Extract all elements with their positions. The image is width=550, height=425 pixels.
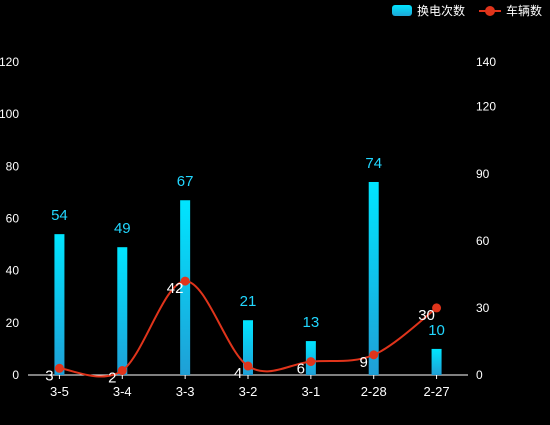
line-value-label: 2 — [108, 370, 116, 387]
x-tick-label: 2-28 — [361, 384, 387, 399]
legend: 换电次数 车辆数 — [391, 2, 542, 19]
y-right-tick-label: 140 — [476, 55, 496, 69]
y-left-tick-label: 60 — [6, 212, 20, 226]
line-value-label: 3 — [45, 367, 53, 384]
legend-item-bar-series[interactable]: 换电次数 — [391, 2, 465, 19]
line-point — [306, 357, 316, 367]
y-right-tick-label: 0 — [476, 368, 483, 382]
y-left-tick-label: 80 — [6, 159, 20, 173]
line-point — [432, 303, 442, 313]
line-point — [369, 350, 379, 360]
x-tick-label: 3-3 — [176, 384, 195, 399]
line-point — [117, 366, 127, 376]
legend-line-label: 车辆数 — [505, 4, 542, 18]
x-tick-label: 3-2 — [239, 384, 258, 399]
bar — [368, 181, 379, 375]
legend-item-line-series[interactable]: 车辆数 — [478, 2, 542, 19]
bar — [117, 247, 128, 375]
y-left-tick-label: 120 — [0, 55, 19, 69]
line-value-label: 42 — [167, 280, 184, 297]
bar-value-label: 67 — [177, 173, 194, 190]
y-right-tick-label: 30 — [476, 301, 490, 315]
bar — [180, 200, 191, 375]
y-left-tick-label: 100 — [0, 107, 19, 121]
legend-line-swatch — [478, 5, 501, 16]
bar-value-label: 49 — [114, 220, 131, 237]
legend-bar-swatch — [391, 5, 412, 16]
bar-value-label: 21 — [240, 293, 257, 310]
bar-value-label: 54 — [51, 207, 68, 224]
line-value-label: 4 — [234, 365, 242, 382]
bar — [243, 320, 253, 375]
bar — [54, 234, 65, 375]
x-tick-label: 3-1 — [301, 384, 320, 399]
y-right-tick-label: 90 — [476, 167, 490, 181]
y-left-tick-label: 20 — [6, 316, 20, 330]
bar-value-label: 74 — [365, 155, 382, 172]
line-point — [54, 363, 64, 373]
bar — [431, 348, 442, 375]
line-value-label: 6 — [297, 361, 305, 378]
line-value-label: 9 — [360, 354, 368, 371]
legend-bar-label: 换电次数 — [416, 4, 465, 18]
y-left-tick-label: 40 — [6, 264, 20, 278]
x-tick-label: 2-27 — [424, 384, 450, 399]
line-value-label: 30 — [418, 307, 435, 324]
y-left-tick-label: 0 — [12, 368, 19, 382]
line-point — [243, 361, 253, 371]
bar-value-label: 10 — [428, 322, 445, 339]
x-tick-label: 3-5 — [50, 384, 69, 399]
y-right-tick-label: 60 — [476, 234, 490, 248]
line-point — [180, 276, 190, 286]
bar-value-label: 13 — [303, 314, 320, 331]
y-right-tick-label: 120 — [476, 100, 496, 114]
x-tick-label: 3-4 — [113, 384, 132, 399]
